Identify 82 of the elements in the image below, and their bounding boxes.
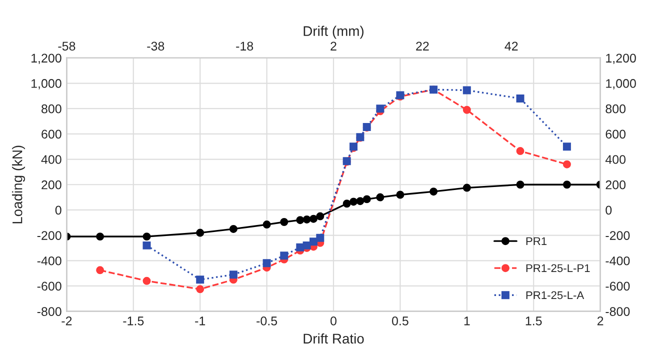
legend-label: PR1 [526, 237, 547, 245]
point [310, 238, 318, 246]
x-tick-label: 2 [597, 316, 604, 326]
point [516, 180, 524, 189]
x2-tick-label: -38 [147, 42, 164, 51]
point [296, 243, 304, 252]
x2-tick-label: 2 [330, 42, 336, 50]
x-axis-title: Drift Ratio [304, 333, 364, 344]
y-tick-label: 0 [55, 206, 62, 215]
y2-tick-label: 1,000 [606, 79, 636, 90]
y2-tick-label: 400 [605, 155, 626, 164]
point [262, 259, 271, 268]
point [376, 104, 384, 113]
x2-axis-title: Drift (mm) [304, 26, 364, 39]
point [229, 270, 238, 279]
point [196, 276, 204, 284]
y-tick-label: 600 [42, 130, 62, 139]
point [142, 241, 151, 250]
y2-tick-label: -200 [606, 231, 630, 240]
x-tick-label: 0.5 [392, 316, 408, 326]
y-tick-label: 1,000 [32, 79, 62, 90]
point [196, 285, 204, 294]
point [96, 266, 104, 274]
legend-label: PR1-25-L-P1 [526, 264, 590, 272]
point [396, 190, 404, 199]
point [462, 106, 471, 114]
point [142, 232, 151, 241]
point [356, 197, 364, 206]
point [562, 142, 571, 151]
x-tick-label: 1 [464, 316, 470, 326]
x-tick-label: 1.5 [526, 316, 542, 326]
point [562, 180, 571, 189]
y-tick-label: -800 [37, 307, 62, 316]
point [229, 224, 238, 233]
x2-tick-label: -58 [58, 42, 76, 51]
point [562, 160, 571, 168]
y-tick-label: 800 [42, 104, 62, 114]
point [516, 147, 524, 156]
point [430, 188, 438, 196]
x2-tick-label: -18 [236, 42, 254, 51]
y2-tick-label: 800 [606, 104, 626, 114]
point [280, 252, 288, 260]
x-tick-label: -0.5 [256, 316, 278, 326]
point [296, 216, 304, 224]
y-tick-label: 200 [42, 180, 62, 190]
point [302, 215, 311, 224]
point [310, 214, 318, 223]
x2-tick-label: 22 [416, 42, 429, 50]
point [342, 200, 351, 208]
point [316, 234, 324, 242]
point [196, 228, 204, 237]
y2-tick-label: 1,200 [606, 54, 636, 64]
point [376, 193, 384, 202]
y-tick-label: -200 [37, 231, 62, 240]
legend-label: PR1-25-L-A [526, 291, 584, 300]
point [350, 198, 358, 206]
y2-tick-label: -600 [606, 282, 630, 291]
point [262, 220, 271, 229]
y2-tick-label: -800 [606, 307, 630, 316]
y2-tick-label: 200 [606, 180, 626, 190]
y2-tick-label: 0 [606, 206, 612, 215]
point [516, 94, 524, 102]
point [462, 184, 471, 192]
x-tick-label: -1.5 [123, 316, 144, 326]
y-tick-label: 1,200 [32, 54, 62, 64]
x-tick-label: 0 [330, 316, 336, 326]
point [96, 232, 104, 241]
y-tick-label: -600 [37, 282, 62, 291]
point [462, 86, 471, 94]
point [142, 276, 151, 285]
y-tick-label: 400 [41, 155, 62, 164]
y2-tick-label: -400 [606, 256, 630, 266]
point [280, 218, 288, 226]
x2-tick-label: 42 [504, 42, 518, 50]
y2-tick-label: 600 [606, 130, 626, 139]
point [362, 195, 371, 204]
point [302, 241, 311, 250]
y-tick-label: -400 [37, 256, 62, 266]
point [316, 212, 324, 220]
x-tick-label: -1 [195, 316, 206, 326]
x-tick-label: -2 [62, 316, 72, 326]
y-axis-title: Loading (kN) [12, 146, 26, 224]
